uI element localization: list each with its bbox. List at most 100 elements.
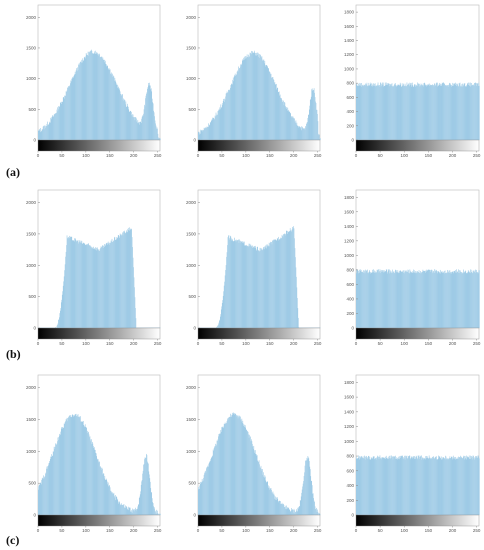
histogram-bar <box>463 455 465 515</box>
histogram-bar <box>448 459 449 515</box>
histogram-bar <box>55 113 56 140</box>
histogram-bar <box>392 86 393 140</box>
histogram-bar <box>359 459 361 515</box>
histogram-bar <box>83 60 85 141</box>
histogram-bar <box>149 85 151 140</box>
histogram-bar <box>291 508 292 515</box>
histogram-bar <box>273 494 274 515</box>
histogram-bar <box>205 128 207 140</box>
histogram-bar <box>127 229 129 328</box>
histogram-bar <box>47 466 49 515</box>
histogram-bar <box>279 94 281 140</box>
histogram-bar <box>71 81 72 140</box>
histogram-bar <box>52 115 53 140</box>
histogram-bar <box>257 246 258 328</box>
x-tick-label: 200 <box>449 153 457 158</box>
histogram-bar <box>385 455 387 515</box>
histogram-bar <box>94 53 96 140</box>
histogram-bar <box>284 507 286 515</box>
histogram-bar <box>232 240 234 328</box>
histogram-bar <box>102 57 104 140</box>
x-tick-label: 250 <box>154 341 162 346</box>
histogram-bar <box>289 111 291 140</box>
histogram-bar <box>478 82 480 140</box>
x-tick-label: 100 <box>242 153 250 158</box>
histogram-bar <box>225 423 227 515</box>
histogram-bar <box>413 270 415 328</box>
histogram-bar <box>369 270 370 328</box>
histogram-bar <box>141 481 142 515</box>
histogram-bar <box>401 86 402 140</box>
histogram-bar <box>208 463 210 515</box>
histogram-bar <box>126 507 128 515</box>
histogram-bar <box>246 244 247 328</box>
histogram-bar <box>451 456 453 515</box>
histogram-bar <box>204 128 205 140</box>
histogram-bar <box>439 273 441 328</box>
histogram-bar <box>290 231 292 328</box>
histogram-bar <box>97 459 99 515</box>
histogram-bar <box>301 128 303 140</box>
histogram-bar <box>252 245 253 328</box>
histogram-bar <box>420 86 422 140</box>
histogram-bar <box>277 240 279 328</box>
histogram-bar <box>404 273 405 328</box>
histogram-bar <box>469 459 471 515</box>
histogram-bar <box>446 85 447 140</box>
histogram-bar <box>259 251 260 328</box>
histogram-bar <box>258 462 259 515</box>
y-tick-label: 0 <box>351 138 354 143</box>
histogram-bar <box>215 446 217 515</box>
histogram-bar <box>296 122 298 140</box>
histogram-bar <box>434 83 435 140</box>
histogram-bar <box>143 109 145 140</box>
histogram-bar <box>224 99 226 140</box>
histogram-bar <box>80 61 82 140</box>
histogram-bar <box>117 235 119 328</box>
histogram-bar <box>68 237 70 328</box>
histogram-bar <box>251 50 252 140</box>
histogram-bar <box>450 458 452 515</box>
histogram-bar <box>413 85 415 140</box>
histogram-bar <box>121 234 123 328</box>
histogram-bar <box>411 82 413 140</box>
histogram-bar <box>305 126 306 140</box>
histogram-bar <box>461 273 463 328</box>
histogram-bar <box>363 85 365 140</box>
histogram-bar <box>138 504 140 515</box>
histogram-bar <box>236 74 237 140</box>
histogram-bar <box>280 97 281 140</box>
histogram-bar <box>462 458 464 515</box>
histogram-bar <box>454 458 456 515</box>
histogram-bar <box>402 271 403 328</box>
histogram-bar <box>231 240 232 328</box>
histogram-bar <box>113 241 115 328</box>
histogram-bar <box>114 237 115 328</box>
histogram-bar <box>102 59 103 140</box>
histogram-bar <box>100 57 101 140</box>
histogram-bar <box>307 456 309 515</box>
histogram-bar <box>120 505 121 515</box>
histogram-bar <box>249 52 251 141</box>
histogram-bar <box>319 139 321 140</box>
histogram-bar <box>72 415 74 515</box>
histogram-bar <box>404 455 405 515</box>
y-tick-label: 1400 <box>344 224 355 229</box>
histogram-bar <box>435 269 437 328</box>
histogram-bar <box>56 443 58 515</box>
histogram-bar <box>54 446 56 515</box>
histogram-bar <box>40 482 42 515</box>
histogram-bar <box>368 85 369 140</box>
histogram-bar <box>479 270 480 328</box>
histogram-bar <box>296 509 297 515</box>
histogram-bar <box>401 83 403 140</box>
histogram-bar <box>381 269 383 328</box>
histogram-bar <box>92 443 94 515</box>
histogram-bar <box>225 424 226 515</box>
histogram-bar <box>114 80 115 140</box>
histogram-bar <box>297 511 298 515</box>
histogram-bar <box>429 457 430 515</box>
histogram-bar <box>124 230 125 328</box>
x-tick-label: 100 <box>400 153 408 158</box>
y-tick-label: 0 <box>193 138 196 143</box>
